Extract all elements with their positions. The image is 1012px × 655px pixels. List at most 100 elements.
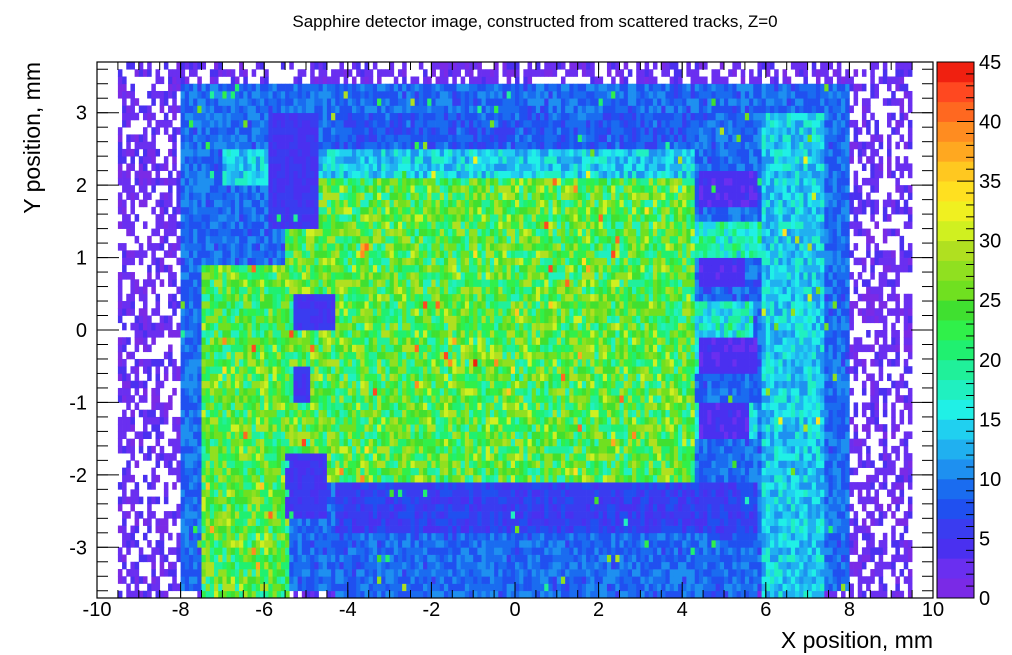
- heatmap-cell: [314, 467, 319, 476]
- heatmap-cell: [142, 576, 148, 584]
- heatmap-cell: [853, 569, 859, 577]
- heatmap-cell: [790, 525, 796, 534]
- heatmap-cell: [272, 590, 278, 599]
- heatmap-cell: [736, 540, 742, 548]
- heatmap-cell: [853, 467, 859, 476]
- heatmap-cell: [443, 395, 449, 403]
- heatmap-cell: [841, 547, 846, 555]
- heatmap-cell: [481, 416, 487, 425]
- heatmap-cell: [669, 409, 675, 418]
- heatmap-cell: [552, 496, 558, 505]
- heatmap-cell: [498, 460, 503, 468]
- heatmap-cell: [678, 503, 683, 512]
- heatmap-cell: [866, 489, 871, 497]
- heatmap-cell: [393, 547, 399, 555]
- heatmap-cell: [619, 431, 625, 439]
- heatmap-cell: [293, 438, 298, 447]
- heatmap-cell: [648, 583, 654, 592]
- heatmap-cell: [489, 590, 495, 599]
- heatmap-cell: [226, 525, 232, 534]
- heatmap-cell: [381, 445, 386, 454]
- heatmap-cell: [544, 482, 549, 490]
- heatmap-cell: [435, 569, 441, 577]
- heatmap-cell: [427, 554, 432, 563]
- heatmap-cell: [314, 453, 319, 461]
- heatmap-cell: [180, 424, 186, 432]
- heatmap-cell: [611, 583, 616, 592]
- heatmap-cell: [439, 431, 445, 439]
- heatmap-cell: [556, 540, 562, 548]
- heatmap-cell: [769, 540, 775, 548]
- heatmap-cell: [577, 525, 583, 534]
- heatmap-cell: [724, 525, 729, 534]
- heatmap-cell: [611, 489, 616, 497]
- heatmap-cell: [452, 518, 457, 526]
- heatmap-cell: [239, 561, 244, 570]
- heatmap-cell: [581, 525, 587, 534]
- heatmap-cell: [719, 496, 725, 505]
- heatmap-cell: [820, 583, 825, 592]
- heatmap-cell: [523, 576, 528, 584]
- heatmap-cell: [686, 409, 691, 418]
- heatmap-cell: [406, 561, 411, 570]
- heatmap-cell: [795, 532, 800, 541]
- heatmap-cell: [260, 540, 265, 548]
- heatmap-cell: [560, 547, 566, 555]
- heatmap-cell: [590, 460, 595, 468]
- heatmap-cell: [786, 511, 792, 519]
- heatmap-cell: [586, 474, 591, 483]
- heatmap-cell: [836, 569, 842, 577]
- heatmap-cell: [188, 460, 194, 468]
- heatmap-cell: [464, 511, 470, 519]
- heatmap-cell: [389, 474, 395, 483]
- heatmap-cell: [540, 474, 545, 483]
- heatmap-cell: [648, 431, 654, 439]
- heatmap-cell: [569, 460, 574, 468]
- heatmap-cell: [310, 511, 315, 519]
- heatmap-cell: [623, 482, 629, 490]
- heatmap-cell: [535, 467, 541, 476]
- heatmap-cell: [678, 402, 683, 411]
- heatmap-cell: [310, 547, 315, 555]
- heatmap-cell: [606, 445, 612, 454]
- heatmap-cell: [623, 402, 629, 411]
- heatmap-cell: [272, 561, 278, 570]
- heatmap-cell: [176, 431, 181, 439]
- heatmap-cell: [519, 532, 524, 541]
- heatmap-cell: [393, 387, 399, 396]
- heatmap-cell: [845, 547, 850, 555]
- heatmap-cell: [393, 438, 399, 447]
- heatmap-cell: [782, 525, 788, 534]
- heatmap-cell: [882, 547, 888, 555]
- heatmap-cell: [184, 496, 190, 505]
- heatmap-cell: [786, 540, 792, 548]
- heatmap-cell: [769, 496, 775, 505]
- heatmap-cell: [556, 474, 562, 483]
- heatmap-cell: [272, 554, 278, 563]
- heatmap-cell: [477, 569, 482, 577]
- heatmap-cell: [615, 460, 620, 468]
- heatmap-cell: [188, 489, 194, 497]
- heatmap-cell: [452, 489, 457, 497]
- heatmap-cell: [907, 511, 913, 519]
- heatmap-cell: [615, 532, 620, 541]
- heatmap-cell: [448, 561, 453, 570]
- heatmap-cell: [280, 554, 286, 563]
- heatmap-cell: [778, 547, 783, 555]
- heatmap-cell: [903, 431, 909, 439]
- heatmap-cell: [857, 525, 863, 534]
- heatmap-cell: [882, 467, 888, 476]
- heatmap-cell: [464, 518, 470, 526]
- heatmap-cell: [351, 561, 357, 570]
- heatmap-cell: [117, 482, 123, 490]
- heatmap-cell: [126, 547, 131, 555]
- heatmap-cell: [728, 511, 733, 519]
- heatmap-cell: [331, 474, 336, 483]
- heatmap-cell: [540, 503, 545, 512]
- heatmap-cell: [251, 387, 257, 396]
- heatmap-cell: [590, 496, 595, 505]
- heatmap-cell: [214, 416, 219, 425]
- heatmap-cell: [276, 482, 282, 490]
- heatmap-cell: [477, 467, 482, 476]
- heatmap-cell: [134, 590, 140, 599]
